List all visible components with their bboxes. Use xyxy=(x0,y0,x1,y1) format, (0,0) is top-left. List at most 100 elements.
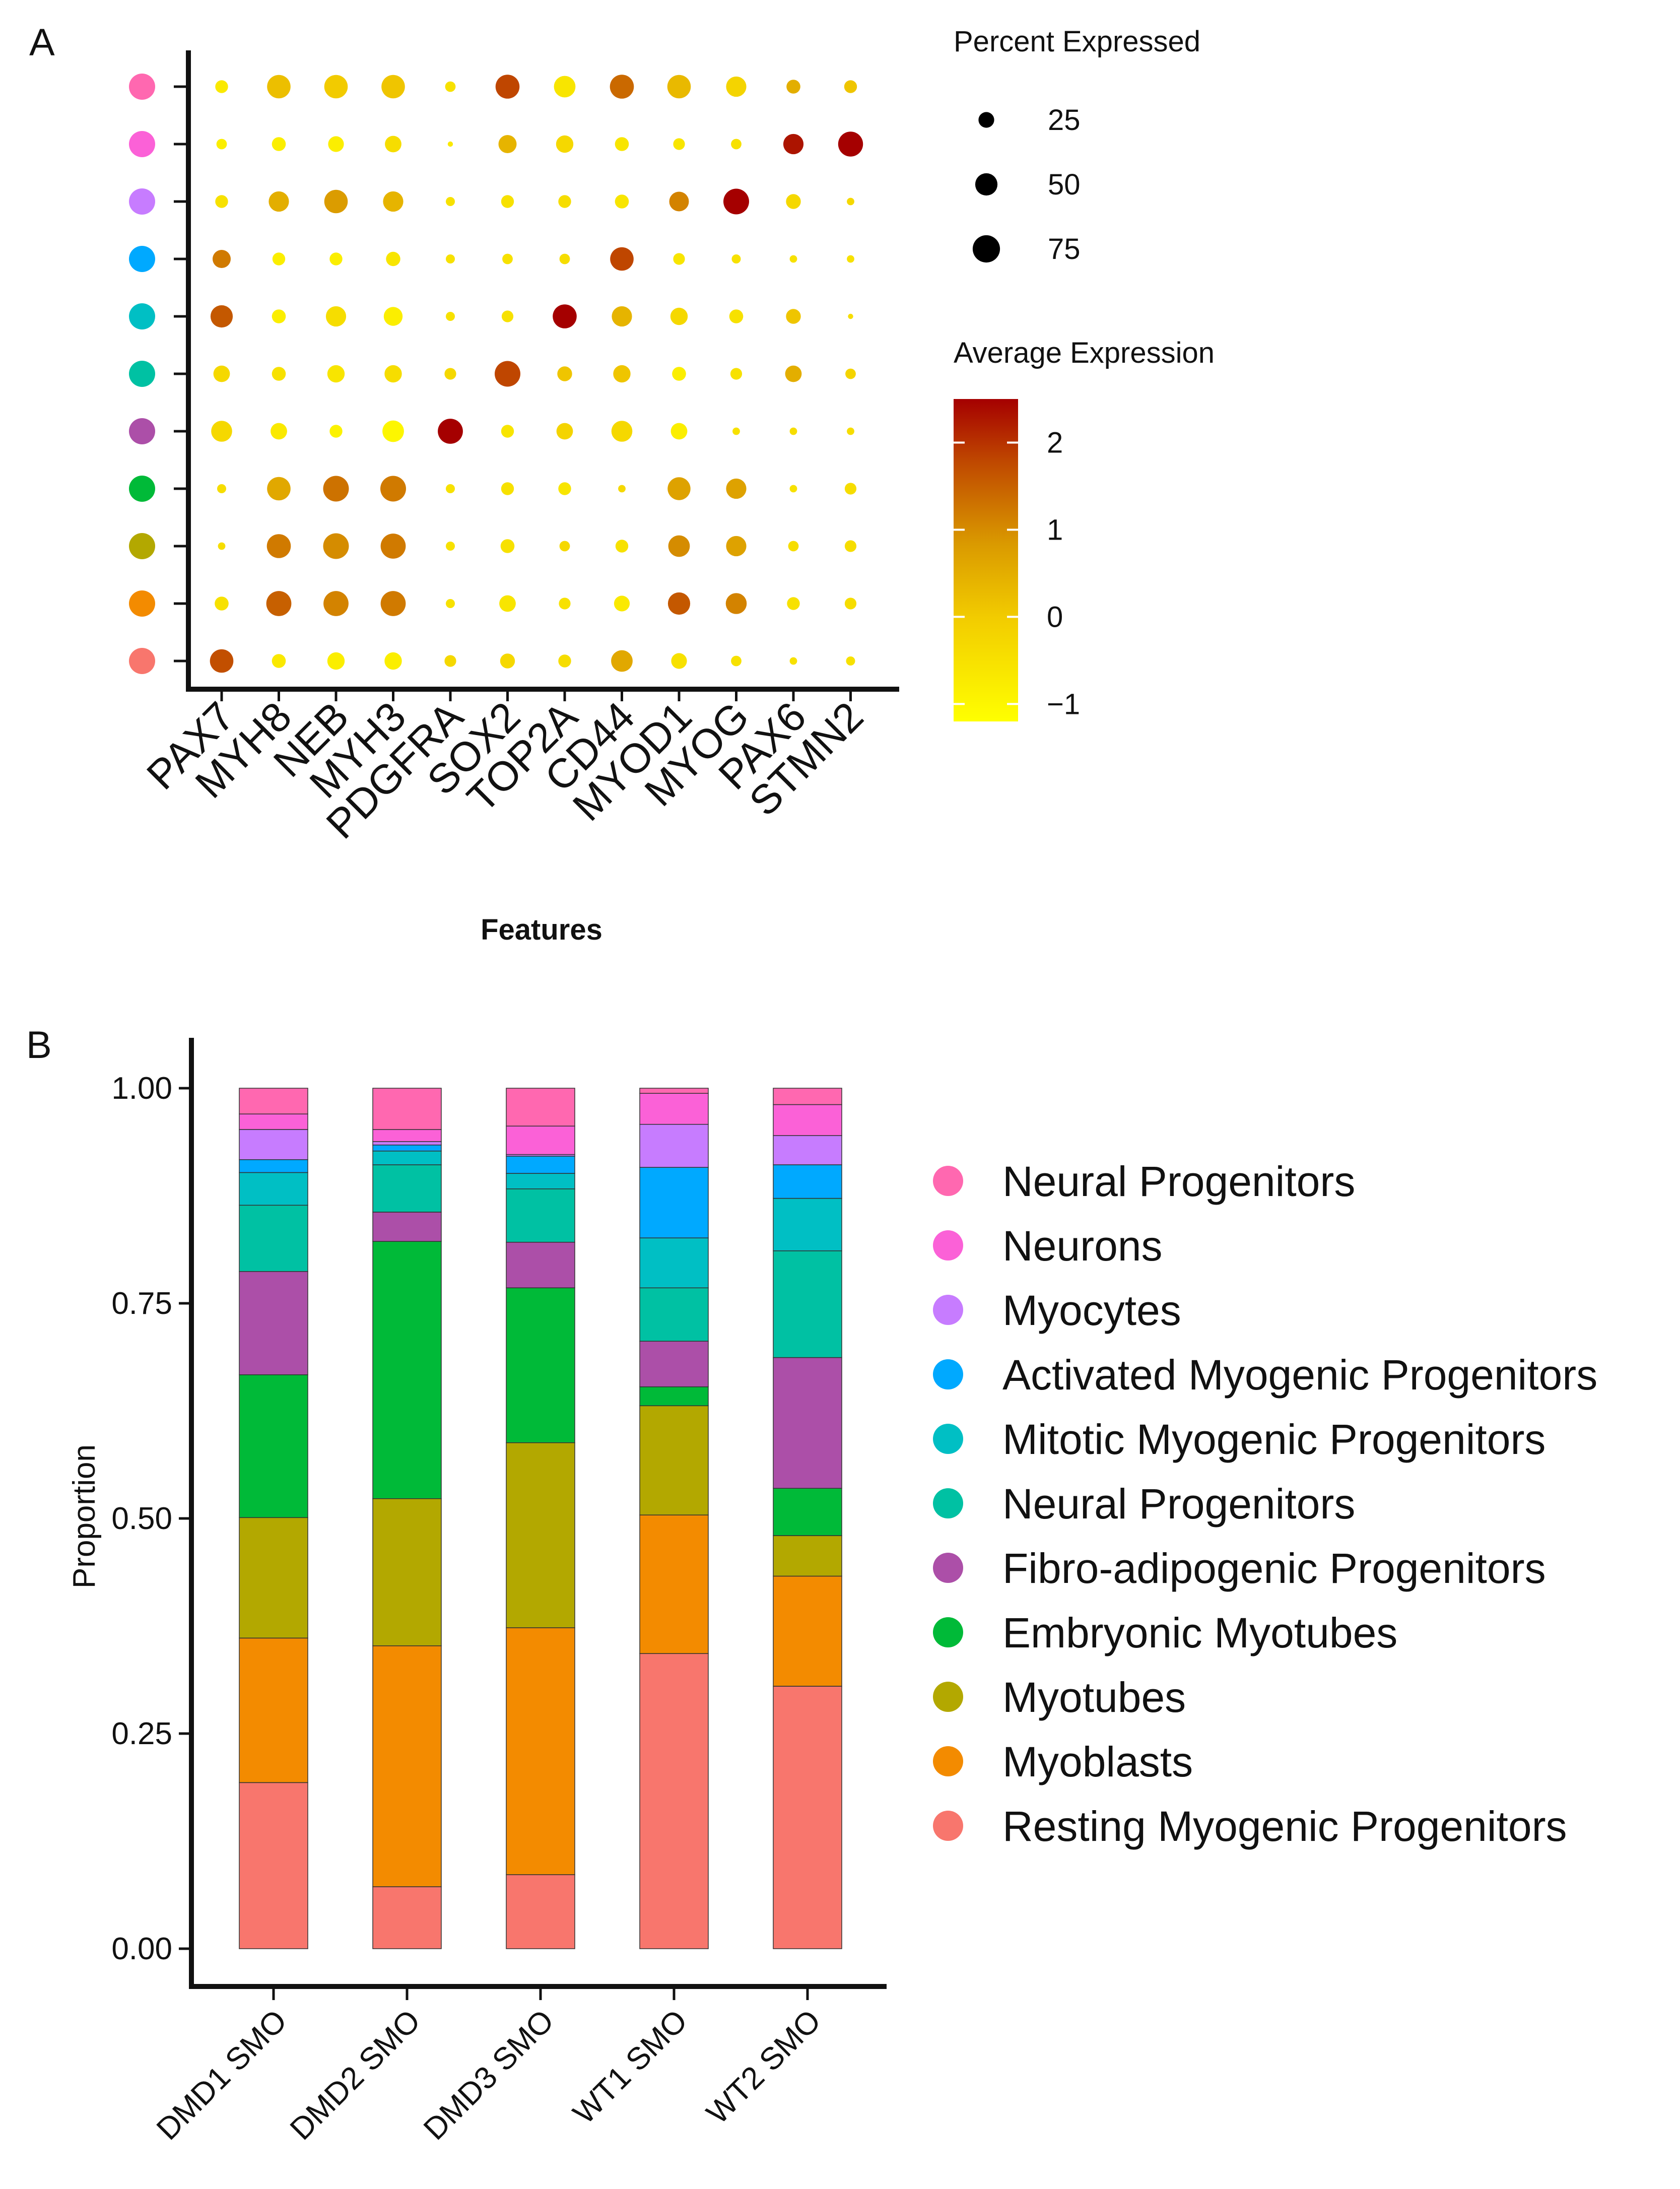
dot-pax6-embryonic-myotubes xyxy=(789,485,797,493)
bar-segment-wt2-smo-resting-myogenic-progenitors xyxy=(773,1686,842,1949)
color-tick-label: 2 xyxy=(1047,426,1063,459)
size-legend-label: 25 xyxy=(1048,104,1081,137)
legend-label: Myotubes xyxy=(1002,1674,1186,1721)
dot-neb-mitotic-myogenic-progenitors xyxy=(325,306,347,327)
dot-myod1-fibro-adipogenic-progenitors xyxy=(670,423,688,440)
cluster-key-activated-myogenic-progenitors xyxy=(129,246,155,272)
dot-top2a-activated-myogenic-progenitors xyxy=(559,253,570,264)
dot-top2a-mitotic-myogenic-progenitors xyxy=(553,304,577,328)
bar-segment-wt1-smo-embryonic-myotubes xyxy=(639,1386,709,1407)
bars xyxy=(239,1088,842,1949)
y-axis-title: Proportion xyxy=(67,1444,102,1588)
dot-neb-activated-myogenic-progenitors xyxy=(329,252,343,266)
dot-neb-neurons xyxy=(328,136,344,152)
bar-segment-dmd1-smo-myocytes xyxy=(239,1129,308,1160)
dot-top2a-myocytes xyxy=(558,195,571,208)
dot-myh8-resting-myogenic-progenitors xyxy=(272,654,286,668)
dot-pdgfra-embryonic-myotubes xyxy=(446,484,455,493)
dot-myod1-neurons xyxy=(673,138,685,150)
dot-pax7-activated-myogenic-progenitors xyxy=(213,250,231,268)
bar-segment-wt2-smo-activated-myogenic-progenitors xyxy=(773,1164,842,1199)
dot-myog-myoblasts xyxy=(725,593,747,614)
dot-cd44-myoblasts xyxy=(614,595,630,612)
bar-segment-dmd1-smo-mitotic-myogenic-progenitors xyxy=(239,1172,308,1206)
bar-segment-dmd2-smo-myoblasts xyxy=(372,1645,442,1887)
dot-myh8-fibro-adipogenic-progenitors xyxy=(271,423,287,440)
legend-key-neurons xyxy=(933,1230,963,1261)
color-tick-label: −1 xyxy=(1047,688,1080,720)
cluster-key-myoblasts xyxy=(129,590,155,617)
color-bar xyxy=(954,399,1018,721)
row-ticks xyxy=(174,85,186,662)
dot-neb-resting-myogenic-progenitors xyxy=(327,652,345,670)
size-legend-label: 50 xyxy=(1048,168,1081,201)
dot-myh3-myotubes xyxy=(380,534,406,559)
cluster-key-neurons xyxy=(129,131,155,157)
dot-myh3-neurons xyxy=(385,136,401,153)
bar-segment-dmd3-smo-neural-progenitors xyxy=(506,1188,575,1243)
bar-segment-dmd3-smo-neural-progenitors xyxy=(506,1088,575,1126)
bar-segment-dmd2-smo-neurons xyxy=(372,1129,442,1142)
dot-myog-myotubes xyxy=(726,536,747,557)
y-tick-label: 0.25 xyxy=(111,1716,172,1751)
color-bar-ticks: 2 1 0 −1 xyxy=(954,426,1080,720)
dot-pax6-fibro-adipogenic-progenitors xyxy=(789,427,797,435)
dot-myh3-myocytes xyxy=(383,191,404,212)
dot-pax7-myoblasts xyxy=(215,596,229,611)
dot-neb-fibro-adipogenic-progenitors xyxy=(329,425,343,438)
bar-segment-dmd3-smo-neurons xyxy=(506,1125,575,1155)
legend-label: Myocytes xyxy=(1002,1287,1181,1334)
dot-myog-myocytes xyxy=(723,188,749,215)
bar-segment-dmd2-smo-resting-myogenic-progenitors xyxy=(372,1886,442,1949)
cluster-key-mitotic-myogenic-progenitors xyxy=(129,303,155,329)
dot-pax7-neural-progenitors xyxy=(215,80,228,93)
dot-stmn2-neural-progenitors xyxy=(845,368,856,379)
bar-segment-wt2-smo-myotubes xyxy=(773,1535,842,1577)
dot-top2a-resting-myogenic-progenitors xyxy=(558,654,571,668)
dot-pax6-myocytes xyxy=(786,194,801,209)
bar-segment-dmd3-smo-fibro-adipogenic-progenitors xyxy=(506,1241,575,1288)
dot-cd44-activated-myogenic-progenitors xyxy=(610,247,634,271)
dot-myh8-myocytes xyxy=(268,191,289,212)
bar-segment-wt1-smo-myoblasts xyxy=(639,1514,709,1654)
dot-stmn2-mitotic-myogenic-progenitors xyxy=(848,313,853,319)
bar-segment-wt1-smo-neurons xyxy=(639,1093,709,1125)
bar-segment-dmd1-smo-neural-progenitors xyxy=(239,1088,308,1114)
legend-label: Mitotic Myogenic Progenitors xyxy=(1002,1416,1545,1463)
dot-stmn2-neural-progenitors xyxy=(844,80,857,93)
dot-pax7-fibro-adipogenic-progenitors xyxy=(211,421,232,442)
legend-key-resting-myogenic-progenitors xyxy=(933,1811,963,1841)
x-axis-title: Features xyxy=(481,913,602,946)
dot-pdgfra-fibro-adipogenic-progenitors xyxy=(438,419,463,444)
size-legend-dot xyxy=(975,173,998,196)
y-ticks: 0.00 0.25 0.50 0.75 1.00 xyxy=(111,1071,190,1966)
dot-pax6-myoblasts xyxy=(787,597,800,610)
bar-segment-dmd1-smo-myotubes xyxy=(239,1517,308,1639)
bar-segment-dmd1-smo-activated-myogenic-progenitors xyxy=(239,1159,308,1173)
bar-segment-dmd2-smo-neural-progenitors xyxy=(372,1088,442,1130)
dot-sox2-fibro-adipogenic-progenitors xyxy=(501,425,514,438)
color-tick-label: 1 xyxy=(1047,513,1063,546)
dot-sox2-myoblasts xyxy=(499,595,516,612)
legend-key-neural-progenitors xyxy=(933,1488,963,1518)
bar-segment-wt1-smo-fibro-adipogenic-progenitors xyxy=(639,1341,709,1387)
dot-pax7-myocytes xyxy=(215,195,228,208)
dot-myh8-mitotic-myogenic-progenitors xyxy=(272,309,286,323)
dot-neb-myoblasts xyxy=(323,591,349,616)
dot-myod1-myocytes xyxy=(669,191,689,212)
dot-myod1-myoblasts xyxy=(667,592,691,615)
dot-myog-embryonic-myotubes xyxy=(726,478,747,499)
dot-sox2-myocytes xyxy=(501,195,514,208)
dot-stmn2-neurons xyxy=(838,131,863,157)
dot-cd44-neural-progenitors xyxy=(613,365,631,383)
dot-stmn2-embryonic-myotubes xyxy=(844,483,857,495)
panel-label-b: B xyxy=(26,1024,52,1067)
dot-myog-neural-progenitors xyxy=(730,368,743,380)
bar-segment-dmd3-smo-myoblasts xyxy=(506,1627,575,1875)
legend-label: Neurons xyxy=(1002,1222,1163,1270)
dot-pdgfra-myoblasts xyxy=(446,599,455,608)
dot-pax6-activated-myogenic-progenitors xyxy=(789,255,797,263)
legend-key-myocytes xyxy=(933,1295,963,1325)
dot-myh8-embryonic-myotubes xyxy=(267,477,291,501)
legend-label: Neural Progenitors xyxy=(1002,1480,1355,1528)
